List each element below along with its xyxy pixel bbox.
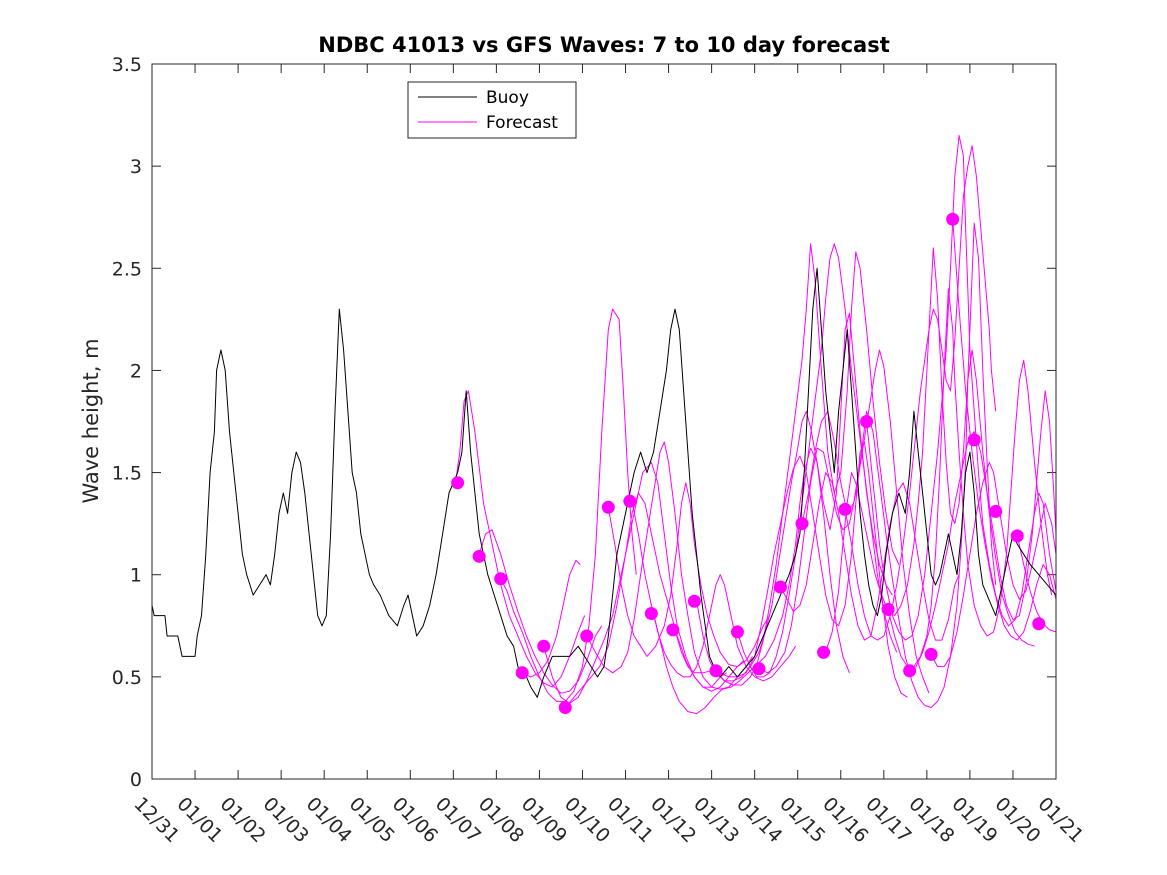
y-tick-label: 1.5 — [112, 463, 142, 485]
series-forecast-line — [887, 288, 1053, 668]
axis-ticks — [151, 63, 1057, 780]
series-forecast-line — [696, 312, 893, 682]
forecast-start-marker — [838, 502, 852, 516]
series-forecast-line — [736, 243, 898, 678]
forecast-start-marker — [860, 415, 874, 428]
y-tick-label: 0 — [130, 769, 142, 791]
forecast-start-marker — [795, 517, 809, 531]
forecast-start-marker — [773, 580, 787, 594]
forecast-start-marker — [666, 623, 680, 637]
forecast-start-marker — [472, 549, 486, 563]
chart-title: NDBC 41013 vs GFS Waves: 7 to 10 day for… — [318, 33, 889, 57]
forecast-start-marker — [644, 607, 658, 621]
y-tick-label: 2 — [130, 360, 142, 382]
legend-forecast-label: Forecast — [486, 113, 558, 133]
forecast-start-marker — [623, 494, 637, 508]
y-tick-label: 3 — [130, 156, 142, 178]
y-tick-label: 3.5 — [112, 54, 142, 76]
y-axis-label: Wave height, m — [79, 338, 103, 503]
y-tick-label: 2.5 — [112, 258, 142, 280]
series-buoy-line — [151, 267, 1057, 698]
forecast-start-marker — [580, 629, 594, 643]
series-forecast-line — [586, 441, 753, 690]
series-forecast-line — [758, 349, 930, 694]
forecast-start-marker — [687, 594, 701, 608]
forecast-start-marker — [709, 664, 723, 678]
forecast-start-marker — [989, 504, 1003, 518]
plot-frame — [151, 63, 1057, 780]
forecast-start-marker — [537, 639, 551, 653]
y-tick-label: 0.5 — [112, 667, 142, 689]
forecast-start-marker — [967, 433, 981, 447]
forecast-start-marker — [558, 701, 572, 714]
forecast-start-marker — [924, 647, 938, 661]
series-forecast-line — [653, 447, 850, 715]
plot-area — [152, 64, 1056, 779]
forecast-start-marker — [515, 666, 529, 680]
forecast-start-marker — [451, 476, 465, 490]
forecast-start-marker — [494, 572, 508, 586]
legend: Buoy Forecast — [407, 81, 577, 139]
series-forecast-line — [1016, 535, 1057, 633]
forecast-start-marker — [601, 500, 615, 514]
series-forecast-line — [455, 390, 586, 688]
series-forecast-line — [478, 529, 603, 694]
series-forecast-line — [607, 482, 771, 668]
forecast-start-marker — [730, 625, 744, 639]
series-forecast-line — [844, 145, 997, 641]
series-forecast-line — [825, 247, 1035, 653]
forecast-start-marker — [1032, 617, 1046, 631]
forecast-start-marker — [881, 602, 895, 616]
series-forecast-line — [500, 308, 637, 702]
forecast-start-marker — [752, 662, 766, 676]
forecast-start-marker — [1010, 529, 1024, 543]
series-forecast-line — [952, 219, 1057, 641]
y-tick-label: 1 — [130, 565, 142, 587]
y-tick-labels: 0 0.5 1 1.5 2 2.5 3 3.5 — [112, 54, 142, 791]
series-forecast-line — [521, 559, 581, 678]
legend-buoy-label: Buoy — [486, 88, 529, 108]
legend-box — [407, 81, 577, 139]
forecast-start-marker — [946, 212, 960, 226]
series-forecast-line — [866, 135, 1057, 641]
forecast-start-marker — [903, 664, 917, 678]
series-forecast-line — [930, 461, 1057, 668]
marker-layer — [451, 212, 1046, 714]
series-forecast-line — [801, 222, 997, 708]
series-forecast-line — [564, 492, 745, 708]
forecast-start-marker — [817, 645, 831, 659]
